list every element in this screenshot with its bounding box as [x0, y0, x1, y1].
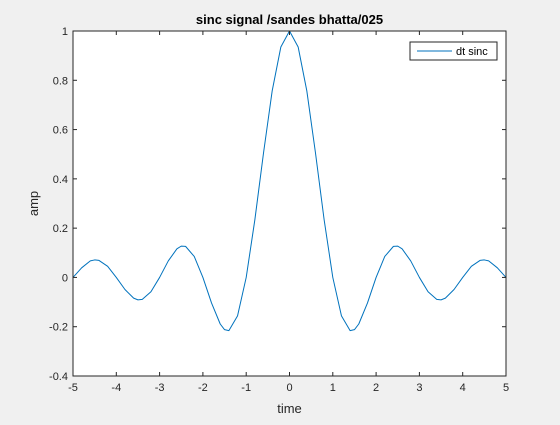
y-tick-label: 0.6	[53, 125, 68, 137]
x-tick-label: -3	[155, 382, 165, 394]
x-tick-label: -5	[68, 382, 78, 394]
y-axis-ticks: -0.4 -0.2 0 0.2 0.4 0.6 0.8 1	[49, 26, 506, 383]
legend-entry-label: dt sinc	[456, 46, 488, 58]
x-tick-label: 3	[416, 382, 422, 394]
x-tick-label: 0	[286, 382, 292, 394]
plot-area	[73, 31, 506, 376]
y-tick-label: -0.2	[49, 322, 68, 334]
y-axis-label: amp	[26, 191, 41, 216]
y-tick-label: -0.4	[49, 371, 68, 383]
y-tick-label: 0	[62, 272, 68, 284]
x-tick-label: -1	[241, 382, 251, 394]
chart-title: sinc signal /sandes bhatta/025	[196, 12, 383, 27]
y-tick-label: 0.4	[53, 174, 68, 186]
x-tick-label: 5	[503, 382, 509, 394]
y-tick-label: 0.8	[53, 75, 68, 87]
x-axis-ticks: -5 -4 -3 -2 -1 0 1 2 3 4 5	[68, 31, 509, 394]
legend-box	[409, 41, 498, 61]
x-tick-label: 1	[330, 382, 336, 394]
x-tick-label: -2	[198, 382, 208, 394]
x-tick-label: -4	[111, 382, 121, 394]
x-tick-label: 4	[460, 382, 466, 394]
legend: dt sinc	[409, 41, 498, 61]
y-tick-label: 0.2	[53, 223, 68, 235]
x-axis-label: time	[277, 401, 302, 416]
x-tick-label: 2	[373, 382, 379, 394]
y-tick-label: 1	[62, 26, 68, 38]
